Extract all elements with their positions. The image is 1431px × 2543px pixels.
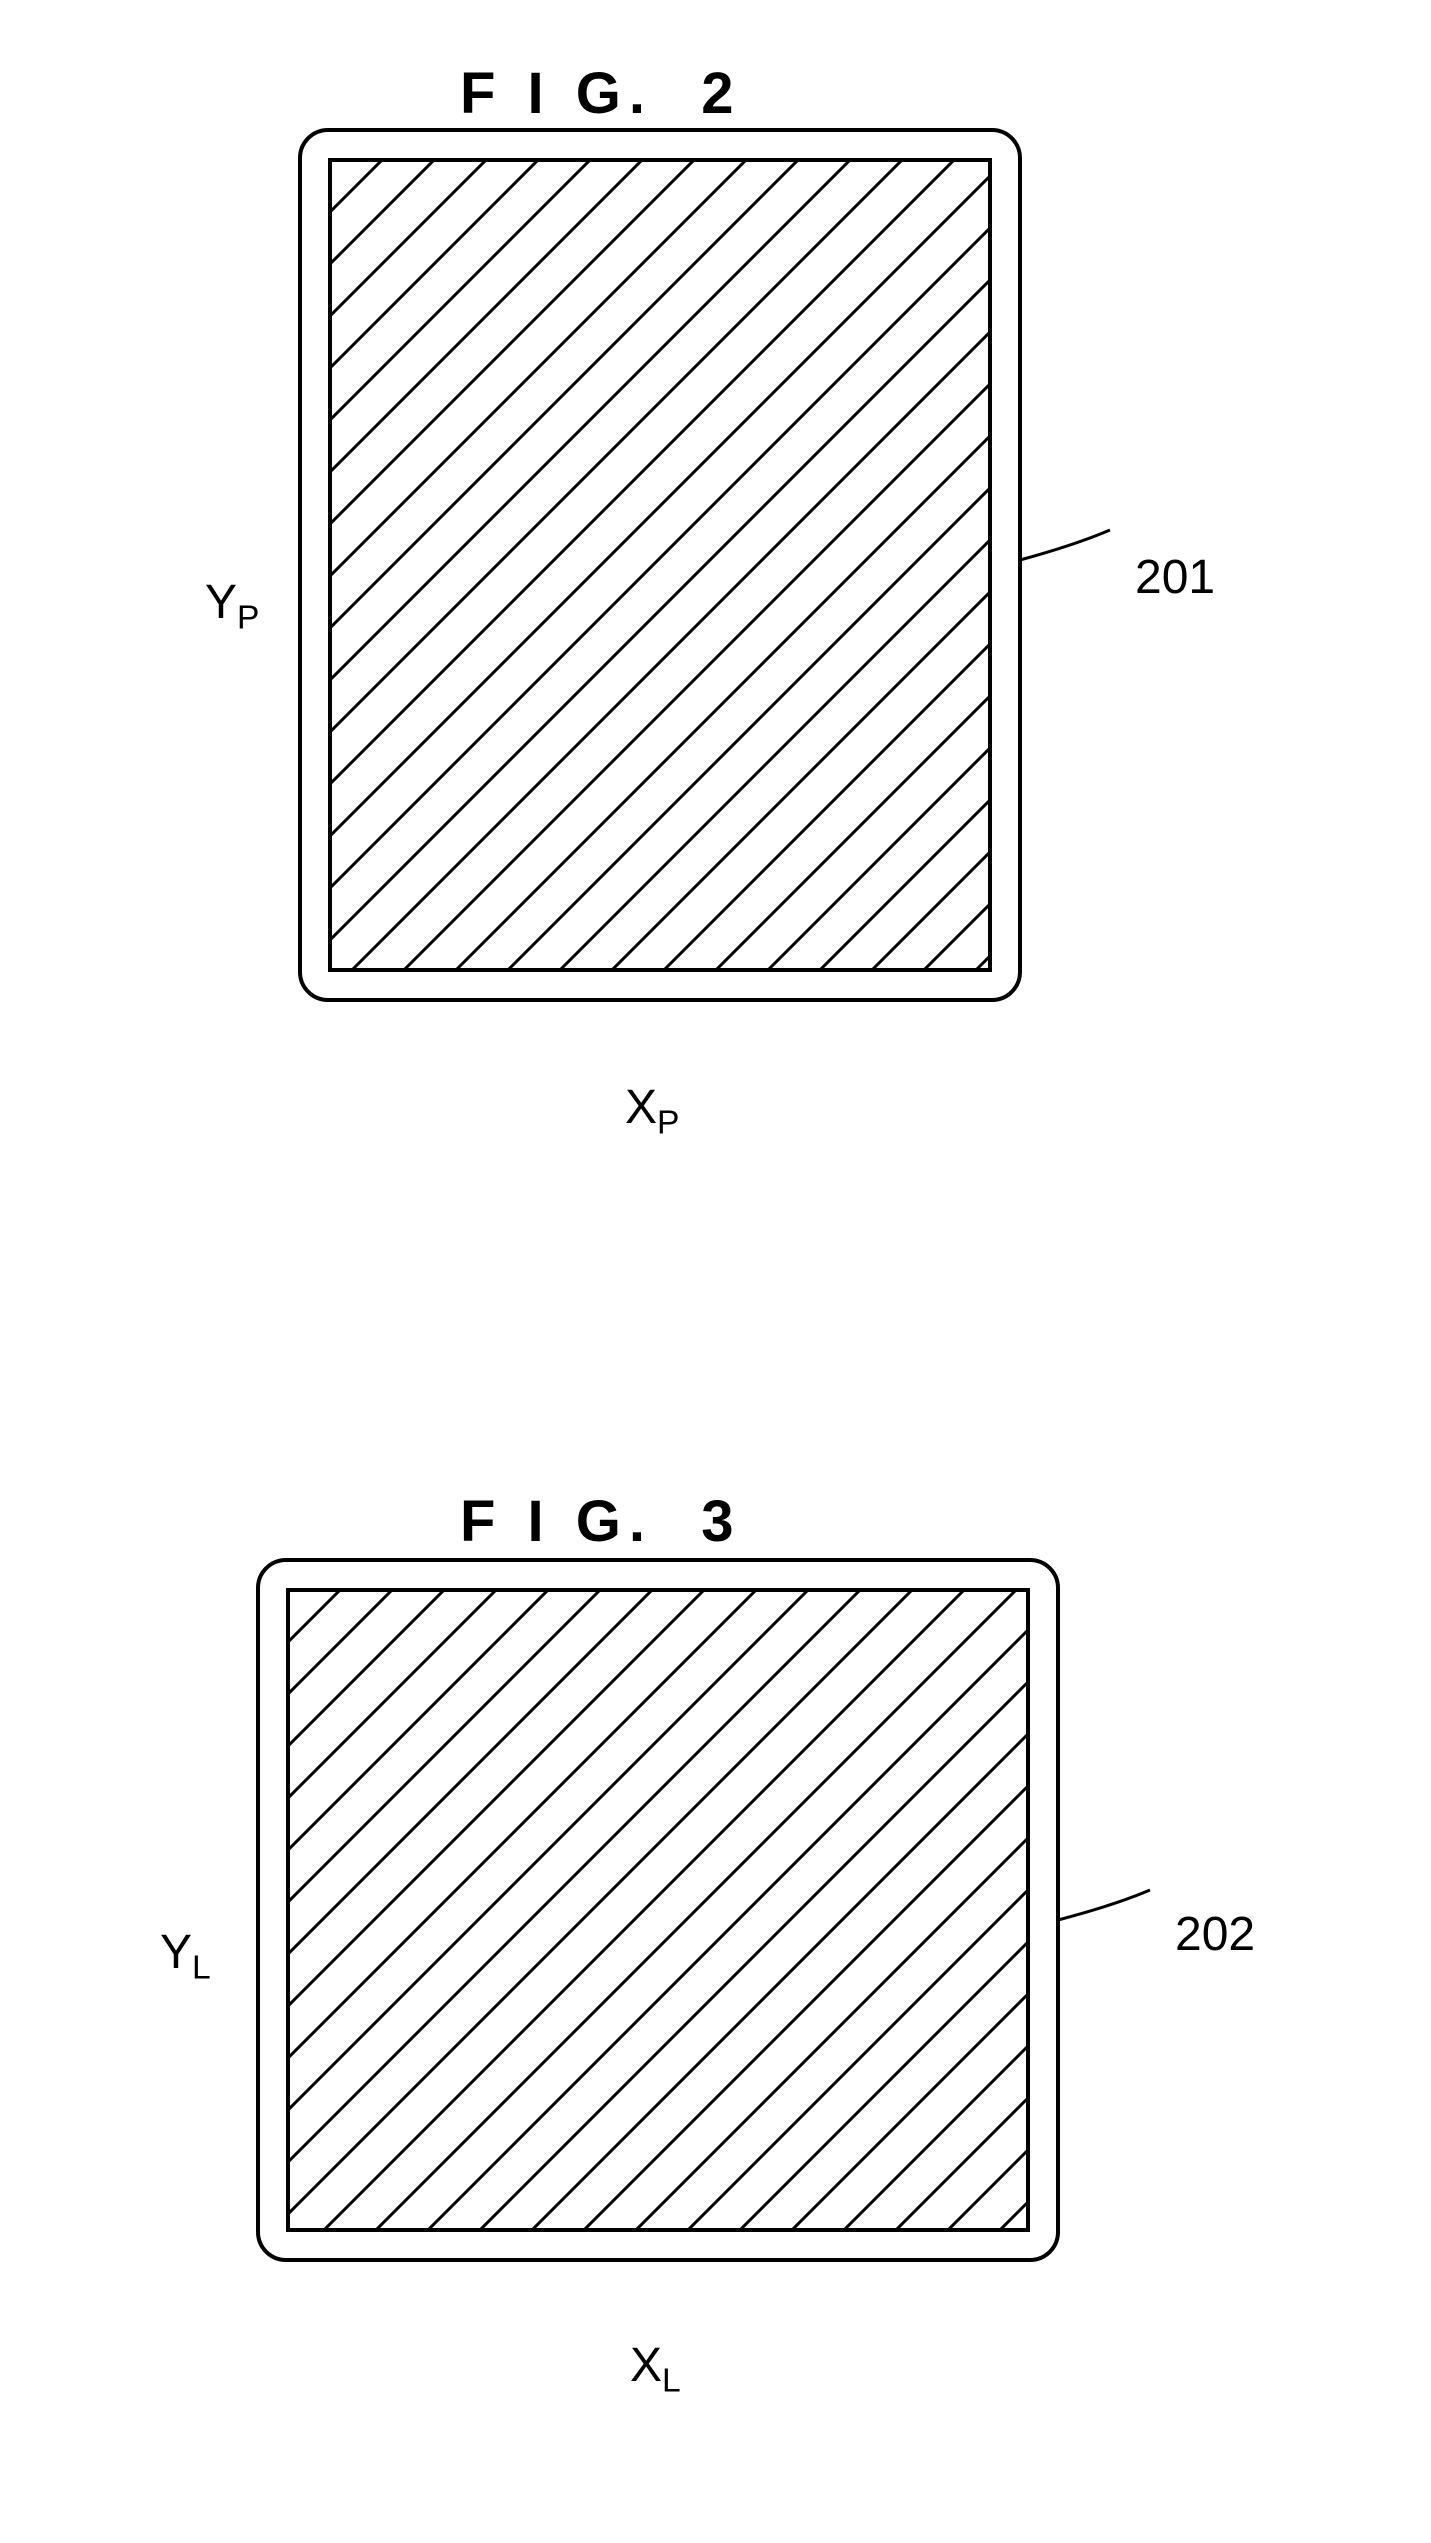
fig3-leader-line	[1058, 1890, 1150, 1920]
diagram-svg	[0, 0, 1431, 2538]
fig2-leader-line	[1020, 530, 1110, 560]
page-container: F I G. 2YPXP201F I G. 3YLXL202	[0, 0, 1431, 2538]
